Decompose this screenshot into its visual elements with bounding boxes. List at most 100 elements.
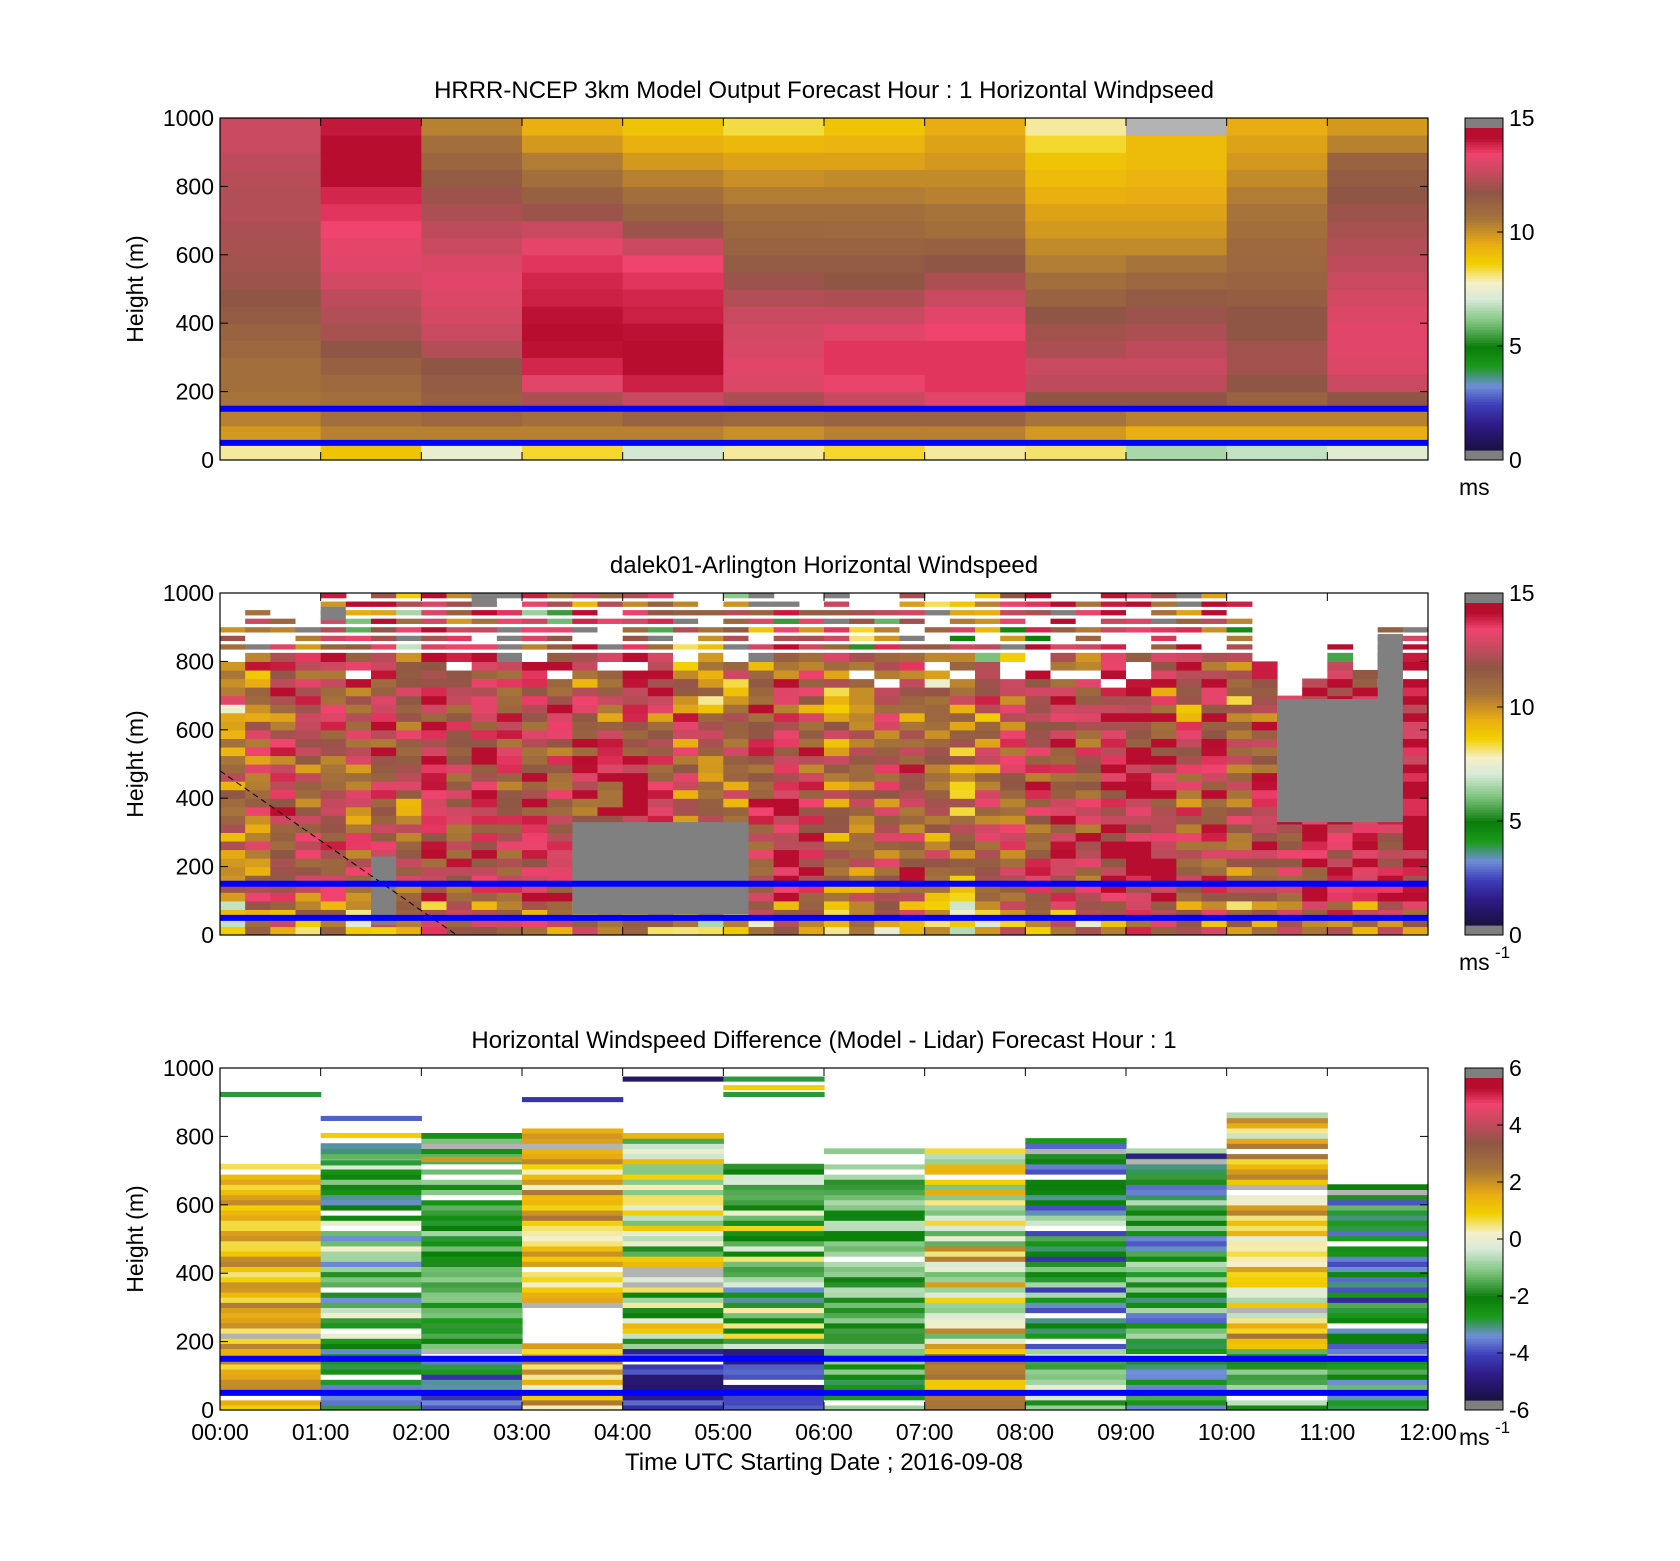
lidar-cell (371, 764, 397, 774)
colorbar-segment (1465, 393, 1503, 397)
lidar-cell (1226, 875, 1253, 885)
lidar-cell (824, 610, 850, 616)
model-cell (522, 186, 624, 205)
lidar-cell (899, 883, 926, 893)
lidar-cell (798, 755, 825, 765)
difference-cell (622, 1158, 724, 1165)
difference-cell (723, 1215, 825, 1221)
lidar-cell (899, 764, 926, 774)
difference-cell (1126, 1184, 1228, 1191)
lidar-cell (824, 789, 850, 799)
model-cell (1025, 306, 1127, 324)
y-tick-label: 200 (176, 379, 214, 405)
difference-cell (824, 1292, 926, 1298)
lidar-cell (1327, 823, 1354, 833)
lidar-cell (1226, 627, 1253, 633)
colorbar-segment (1465, 825, 1503, 829)
lidar-cell (899, 909, 926, 919)
lidar-cell (924, 849, 951, 859)
colorbar-unit-exponent: -1 (1495, 1418, 1510, 1437)
difference-cell (1327, 1240, 1428, 1247)
colorbar-segment (1465, 678, 1503, 682)
lidar-cell (345, 618, 372, 624)
lidar-cell (773, 618, 800, 624)
lidar-cell (1251, 678, 1278, 688)
lidar-cell (748, 823, 775, 833)
colorbar-segment (1465, 696, 1503, 701)
lidar-cell (496, 840, 523, 851)
lidar-cell (1126, 832, 1152, 842)
lidar-cell (522, 661, 548, 671)
colorbar-segment (1465, 847, 1503, 851)
lidar-cell (1100, 798, 1127, 808)
lidar-cell (1327, 635, 1354, 642)
difference-cell (924, 1286, 1026, 1293)
lidar-cell (824, 917, 850, 928)
lidar-cell (1050, 652, 1077, 662)
difference-cell (1025, 1189, 1127, 1196)
lidar-cell (949, 917, 976, 928)
lidar-cell (1000, 687, 1026, 697)
lidar-cell (1126, 883, 1152, 893)
lidar-cell (220, 806, 246, 816)
lidar-cell (924, 764, 951, 774)
lidar-cell (723, 627, 750, 633)
lidar-cell (798, 883, 825, 893)
lidar-cell (496, 909, 523, 919)
lidar-cell (421, 669, 448, 680)
lidar-cell (1201, 866, 1228, 876)
lidar-cell (345, 781, 372, 791)
lidar-cell (1025, 900, 1052, 910)
lidar-cell (396, 858, 422, 868)
lidar-cell (874, 866, 901, 876)
colorbar-segment (1465, 882, 1503, 886)
lidar-cell (245, 815, 271, 825)
lidar-cell (1352, 875, 1379, 885)
lidar-cell (1025, 815, 1052, 825)
difference-cell (522, 1209, 624, 1216)
model-cell (522, 306, 624, 324)
colorbar-segment (1465, 299, 1503, 304)
model-cell (723, 425, 825, 444)
lidar-cell (1151, 721, 1177, 731)
lidar-cell (1100, 644, 1127, 650)
lidar-cell (396, 644, 422, 650)
difference-cell (723, 1163, 825, 1170)
lidar-cell (396, 798, 422, 808)
lidar-cell (1075, 635, 1102, 642)
difference-cell (320, 1348, 422, 1355)
lidar-cell (1151, 815, 1177, 825)
difference-cell (1226, 1266, 1328, 1273)
lidar-cell (949, 764, 976, 774)
model-cell (924, 289, 1026, 307)
lidar-cell (975, 678, 1001, 688)
lidar-cell (1050, 755, 1077, 765)
colorbar-segment (1465, 187, 1503, 191)
colorbar-under-cap (1465, 1400, 1503, 1410)
lidar-cell (295, 840, 322, 851)
colorbar-segment (1465, 919, 1503, 923)
lidar-cell (1151, 823, 1177, 833)
model-cell (824, 203, 926, 222)
model-cell (1126, 135, 1228, 153)
colorbar-segment (1465, 868, 1503, 872)
difference-cell (1327, 1322, 1428, 1329)
lidar-cell (371, 627, 397, 633)
colorbar-segment (1465, 1316, 1503, 1321)
lidar-cell (345, 610, 372, 616)
lidar-cell (1100, 669, 1127, 680)
colorbar-segment (1465, 664, 1503, 668)
lidar-cell (496, 755, 523, 765)
lidar-cell (849, 618, 875, 624)
model-cell (824, 169, 926, 187)
lidar-cell (924, 892, 951, 902)
lidar-cell (1126, 695, 1152, 705)
model-cell (220, 289, 322, 307)
lidar-cell (295, 669, 322, 680)
lidar-cell (849, 712, 875, 722)
lidar-cell (949, 883, 976, 893)
difference-cell (421, 1156, 523, 1163)
lidar-cell (975, 764, 1001, 774)
difference-cell (1126, 1363, 1228, 1370)
lidar-cell (1126, 798, 1152, 808)
